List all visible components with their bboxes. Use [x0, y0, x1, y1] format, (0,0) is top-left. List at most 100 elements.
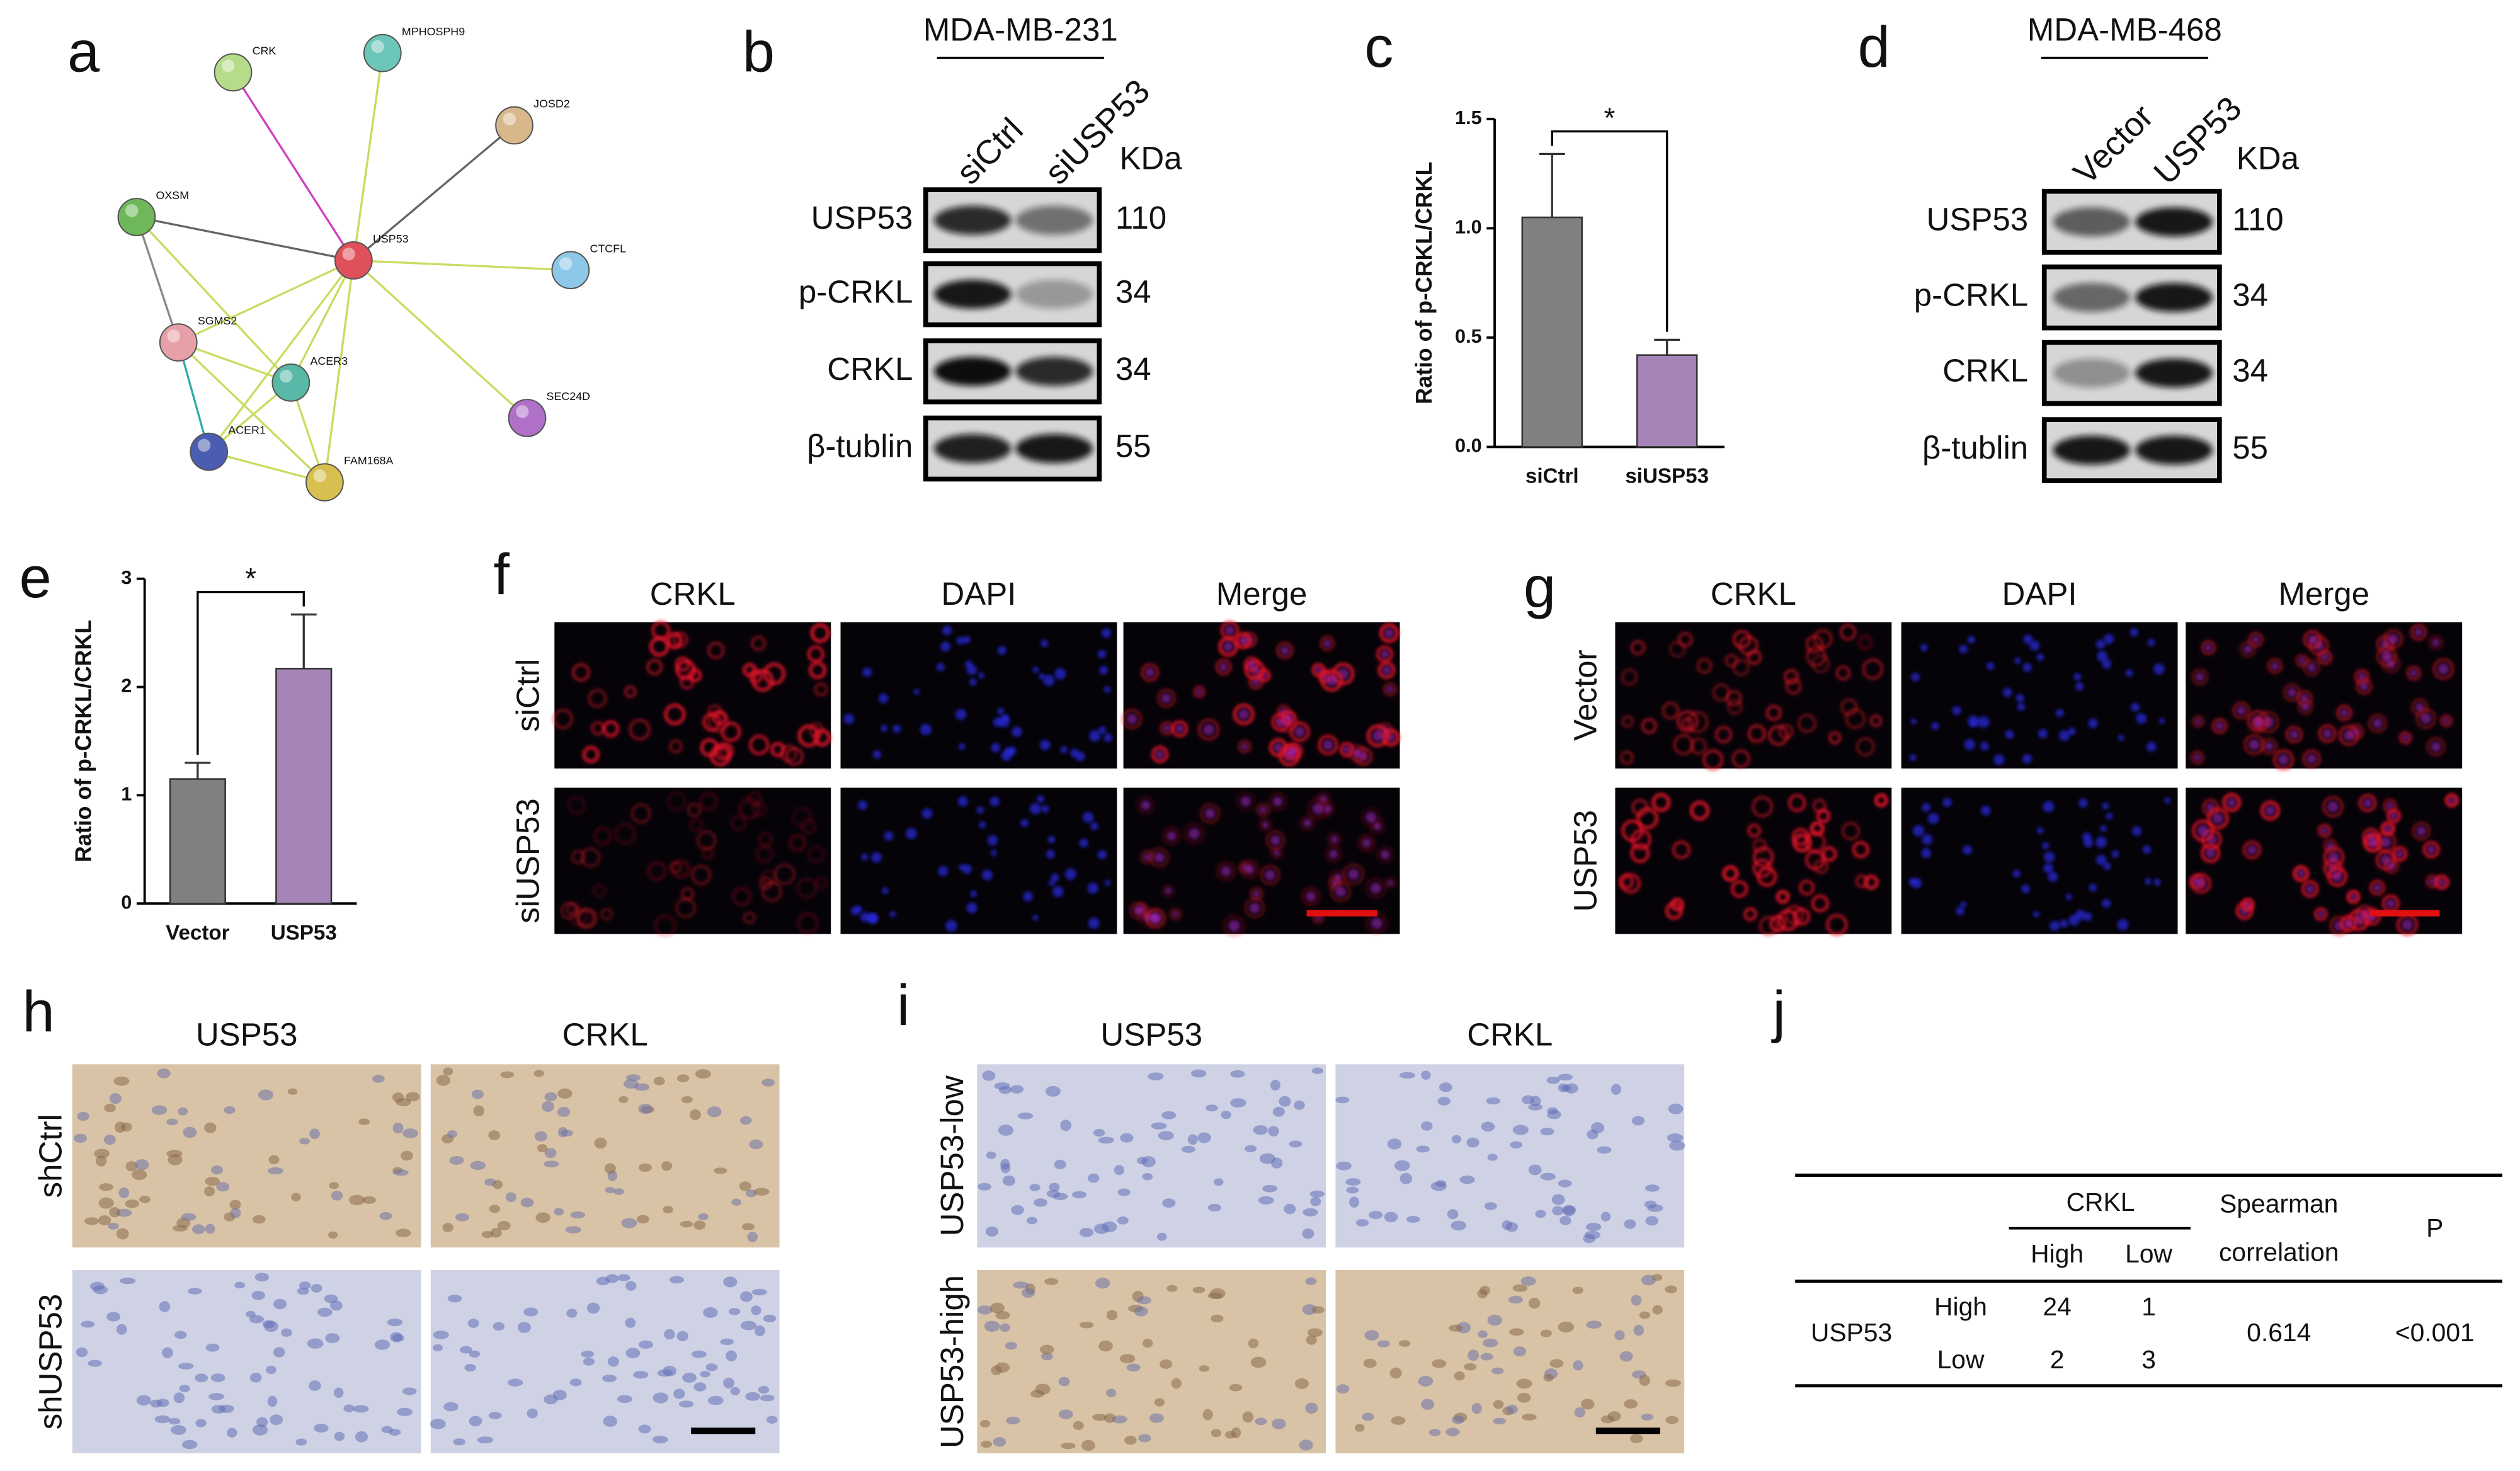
cell — [1211, 1429, 1222, 1438]
cell — [309, 1128, 320, 1140]
cell — [1558, 1179, 1572, 1188]
cell — [1421, 1070, 1431, 1080]
x-tick-label: siCtrl — [1525, 465, 1579, 488]
nucleus — [2252, 636, 2260, 644]
cell — [808, 661, 827, 679]
table-cell: 1 — [2141, 1292, 2156, 1321]
nucleus — [2118, 735, 2124, 741]
nucleus — [2297, 869, 2305, 878]
cell — [1449, 1324, 1464, 1332]
nucleus — [2326, 842, 2334, 850]
nucleus — [2005, 730, 2014, 739]
cell — [766, 1416, 778, 1424]
cell — [1158, 1131, 1174, 1140]
cell — [1303, 1208, 1318, 1216]
y-tick-label: 0 — [121, 891, 132, 913]
nucleus — [2132, 826, 2142, 836]
cell — [358, 1118, 370, 1125]
cell — [362, 1196, 376, 1204]
cell — [1439, 1082, 1452, 1092]
cell — [1209, 1288, 1226, 1300]
nucleus — [2437, 663, 2449, 675]
nucleus — [957, 796, 968, 807]
nucleus — [2073, 673, 2082, 681]
cell — [1418, 1376, 1434, 1387]
cell — [661, 1161, 673, 1171]
cell — [507, 1378, 523, 1387]
cell — [1618, 873, 1634, 890]
cell — [1054, 1160, 1066, 1169]
cell-line: MDA-MB-468 — [2027, 12, 2222, 48]
cell — [625, 1317, 636, 1328]
nucleus — [1037, 795, 1044, 803]
cell — [2335, 704, 2353, 721]
cell — [1480, 1285, 1490, 1296]
cell — [125, 1199, 139, 1208]
cell — [1813, 858, 1829, 874]
cell — [2405, 665, 2422, 681]
cell — [1040, 1344, 1054, 1354]
cell — [1279, 1096, 1291, 1107]
cell — [561, 1130, 573, 1137]
cell — [1661, 701, 1680, 720]
cell — [1005, 1342, 1018, 1350]
nucleus — [1921, 848, 1931, 859]
nucleus — [1134, 906, 1143, 915]
cell — [1752, 838, 1767, 854]
cell — [1389, 1367, 1402, 1379]
cell — [1305, 1402, 1318, 1414]
cell — [740, 1320, 757, 1331]
table-cell: 2 — [2050, 1345, 2065, 1374]
cell — [567, 795, 586, 815]
cell — [1098, 1136, 1114, 1144]
cell — [569, 1378, 582, 1387]
cell — [560, 901, 579, 920]
cell — [1207, 1203, 1221, 1211]
cell — [745, 1392, 760, 1401]
cell — [1480, 1353, 1493, 1361]
cell — [291, 1193, 301, 1202]
cell — [1549, 1359, 1564, 1368]
cell — [109, 1207, 121, 1218]
nucleus — [2002, 687, 2012, 697]
nucleus — [1219, 663, 1228, 672]
cell — [210, 1165, 224, 1175]
cell — [1345, 1178, 1361, 1186]
cell — [181, 1440, 198, 1450]
cell — [1126, 1363, 1141, 1371]
nucleus — [2289, 730, 2299, 739]
panel-label: e — [20, 546, 52, 610]
nucleus — [1270, 835, 1281, 845]
cell — [1079, 1227, 1094, 1237]
blot-band — [933, 434, 1012, 463]
cell — [120, 1122, 132, 1132]
cell — [1810, 821, 1825, 836]
cell — [653, 1077, 665, 1085]
cell — [617, 1274, 630, 1281]
nucleus — [990, 850, 997, 856]
cell — [1624, 1219, 1636, 1229]
cell — [460, 1346, 472, 1354]
nucleus — [2103, 862, 2111, 870]
cell — [676, 1331, 688, 1341]
network-node — [214, 53, 253, 92]
cell — [1121, 708, 1143, 730]
nucleus — [2060, 919, 2068, 928]
nucleus — [2321, 653, 2329, 661]
column-header: USP53 — [196, 1016, 298, 1052]
nucleus — [2153, 878, 2161, 886]
node-highlight — [313, 469, 326, 483]
cell — [1547, 1107, 1558, 1114]
cell — [1045, 1085, 1061, 1097]
cell — [791, 806, 813, 828]
cell — [2317, 649, 2333, 665]
cell — [571, 849, 586, 865]
nucleus — [2015, 694, 2024, 702]
nucleus — [1922, 803, 1930, 812]
cell — [2313, 907, 2329, 922]
cell — [1021, 1288, 1035, 1298]
cell — [1199, 803, 1221, 825]
cell — [1248, 674, 1264, 690]
cell — [579, 847, 601, 868]
nucleus — [1245, 864, 1255, 874]
